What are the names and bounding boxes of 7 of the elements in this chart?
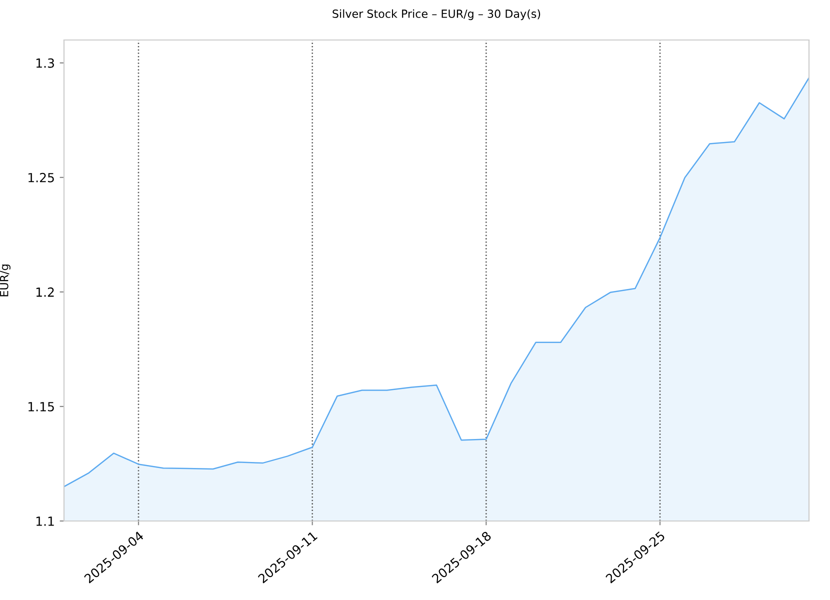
y-axis-title: EUR/g	[0, 264, 10, 296]
y-tick-label: 1.25	[28, 172, 54, 182]
chart-title: Silver Stock Price – EUR/g – 30 Day(s)	[332, 9, 540, 20]
y-tick-label: 1.2	[36, 287, 54, 297]
y-tick-label: 1.1	[36, 516, 54, 526]
y-tick-label: 1.3	[36, 58, 54, 68]
y-tick-label: 1.15	[28, 402, 54, 412]
